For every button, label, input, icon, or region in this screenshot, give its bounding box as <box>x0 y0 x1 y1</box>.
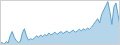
area-line <box>0 2 120 45</box>
area-fill <box>0 2 120 45</box>
plot-frame <box>1 1 120 45</box>
chart-svg <box>0 0 120 45</box>
chart-container <box>0 0 120 45</box>
plot-area <box>0 2 120 45</box>
